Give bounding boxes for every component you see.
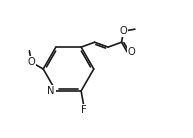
Text: F: F [81,105,86,115]
Text: O: O [120,26,127,36]
Text: O: O [128,47,136,57]
Text: O: O [28,57,35,67]
Text: N: N [47,86,55,96]
